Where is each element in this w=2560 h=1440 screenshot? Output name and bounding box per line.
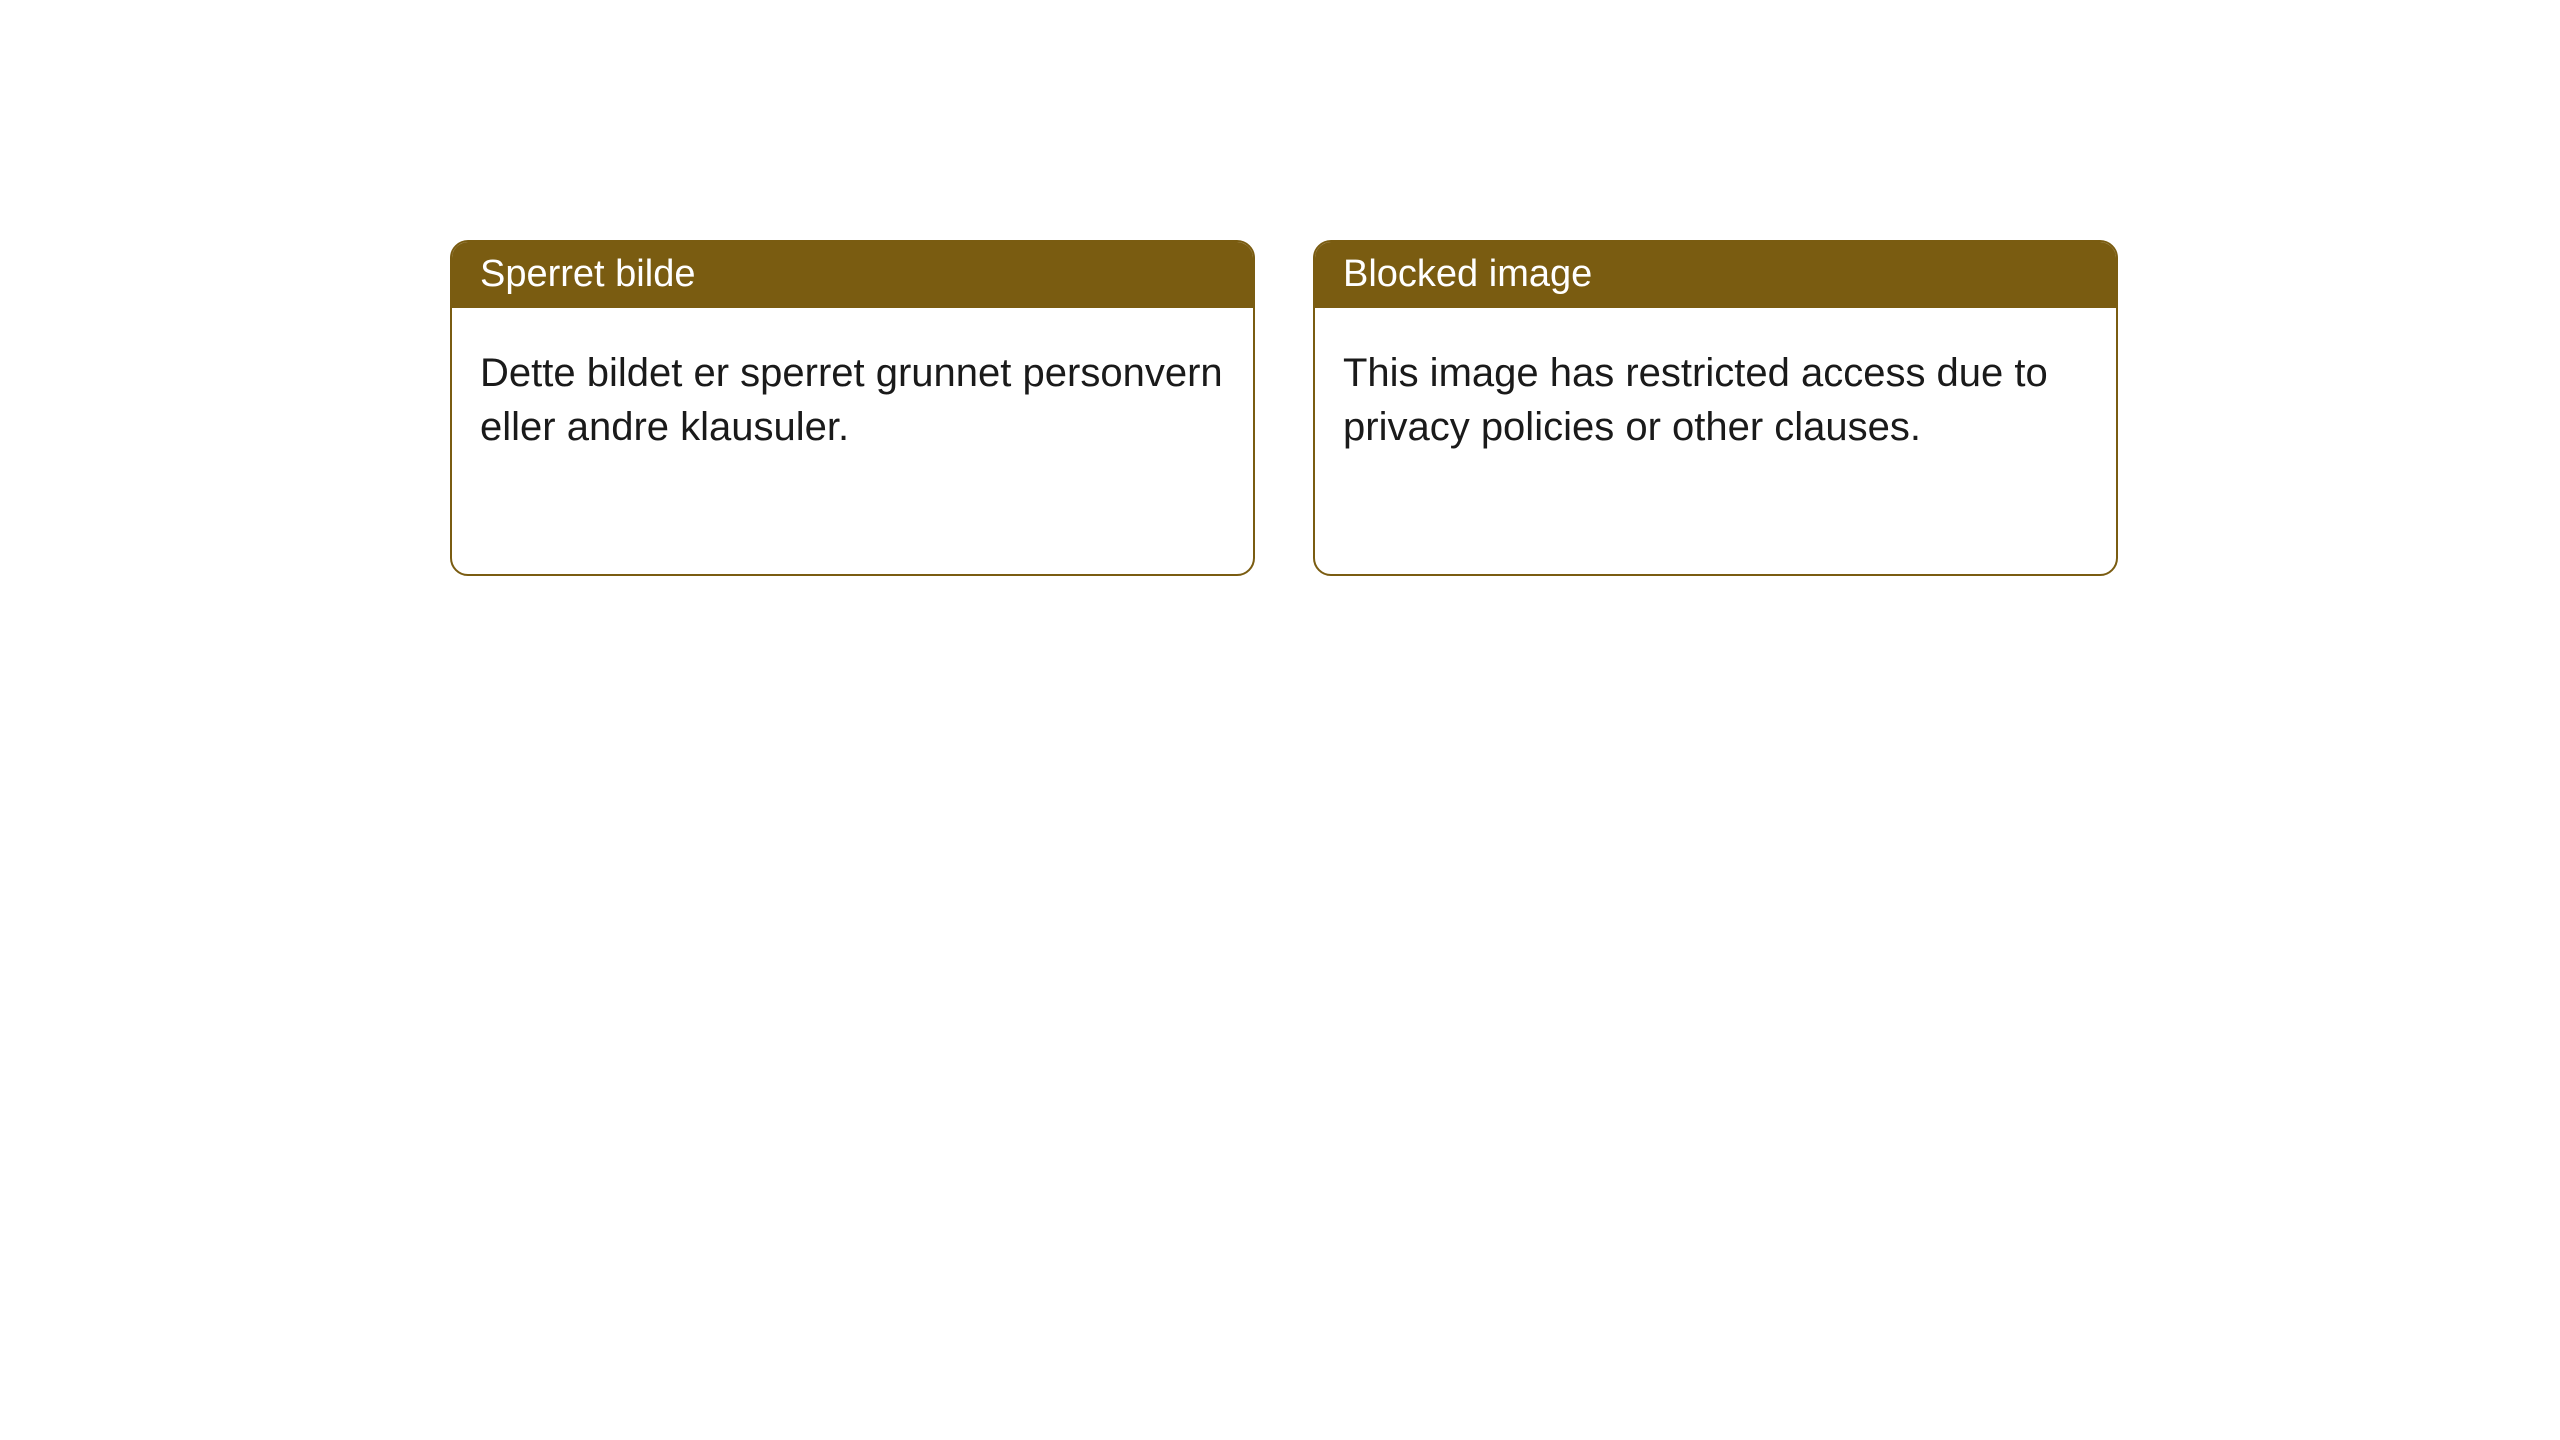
- notice-body-left: Dette bildet er sperret grunnet personve…: [452, 308, 1253, 492]
- notice-header-left: Sperret bilde: [452, 242, 1253, 308]
- notice-header-right: Blocked image: [1315, 242, 2116, 308]
- notice-body-right: This image has restricted access due to …: [1315, 308, 2116, 492]
- notice-text-right: This image has restricted access due to …: [1343, 351, 2048, 449]
- notice-card-right: Blocked image This image has restricted …: [1313, 240, 2118, 576]
- notice-title-right: Blocked image: [1343, 253, 1592, 295]
- notice-title-left: Sperret bilde: [480, 253, 695, 295]
- notice-text-left: Dette bildet er sperret grunnet personve…: [480, 351, 1223, 449]
- notice-container: Sperret bilde Dette bildet er sperret gr…: [450, 240, 2118, 576]
- notice-card-left: Sperret bilde Dette bildet er sperret gr…: [450, 240, 1255, 576]
